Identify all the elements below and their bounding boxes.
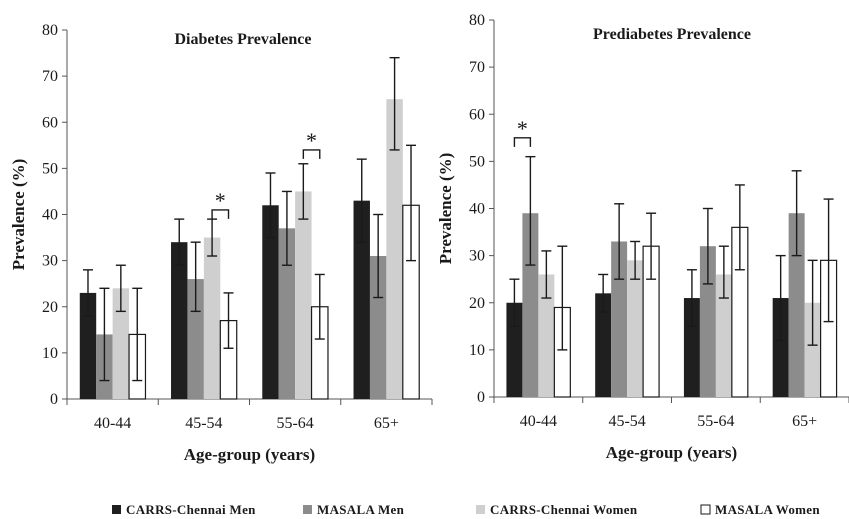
y-tick-label: 60 bbox=[469, 106, 485, 123]
y-tick-label: 0 bbox=[50, 391, 58, 408]
x-tick-label: 45-54 bbox=[185, 415, 222, 432]
y-tick-label: 50 bbox=[42, 160, 58, 177]
significance-bracket bbox=[211, 209, 230, 219]
bar bbox=[187, 279, 204, 399]
y-tick-label: 20 bbox=[42, 299, 58, 316]
y-tick-label: 10 bbox=[42, 345, 58, 362]
x-tick-label: 40-44 bbox=[94, 415, 131, 432]
x-tick-label: 55-64 bbox=[697, 413, 734, 430]
bar bbox=[79, 292, 97, 399]
significance-star: * bbox=[215, 188, 226, 213]
bar bbox=[353, 200, 370, 399]
y-tick-label: 70 bbox=[42, 68, 58, 85]
legend-label: CARRS-Chennai Men bbox=[126, 502, 256, 517]
x-tick-label: 65+ bbox=[792, 413, 817, 430]
bar bbox=[595, 293, 612, 397]
bar bbox=[262, 205, 279, 399]
bar bbox=[538, 274, 555, 397]
bar bbox=[522, 213, 539, 397]
y-axis-label: Prevalence (%) bbox=[436, 153, 455, 265]
y-tick-label: 80 bbox=[42, 22, 58, 39]
y-axis-label: Prevalence (%) bbox=[9, 159, 28, 271]
y-tick-label: 30 bbox=[42, 253, 58, 270]
bar bbox=[171, 242, 188, 399]
x-tick-label: 55-64 bbox=[276, 415, 313, 432]
x-tick-label: 45-54 bbox=[608, 413, 645, 430]
bar bbox=[683, 298, 700, 397]
significance-star: * bbox=[517, 116, 528, 141]
legend-swatch bbox=[112, 505, 121, 514]
legend: CARRS-Chennai Men MASALA Men CARRS-Chennai… bbox=[112, 502, 820, 517]
bar bbox=[804, 302, 821, 397]
legend-swatch bbox=[476, 505, 485, 514]
x-axis-label: Age-group (years) bbox=[184, 445, 315, 464]
y-tick-label: 40 bbox=[469, 201, 485, 218]
legend-swatch bbox=[700, 504, 711, 515]
legend-label: MASALA Men bbox=[317, 502, 405, 517]
bar bbox=[627, 260, 644, 397]
bar bbox=[369, 256, 387, 399]
prediabetes-chart: Prediabetes Prevalence 0 10 20 30 40 50 60 70 80 P… bbox=[436, 12, 849, 462]
legend-swatch bbox=[303, 505, 312, 514]
y-tick-label: 70 bbox=[469, 59, 485, 76]
y-tick-label: 50 bbox=[469, 153, 485, 170]
bar bbox=[112, 288, 130, 399]
bar bbox=[788, 213, 805, 397]
bar bbox=[611, 241, 628, 397]
y-tick-label: 10 bbox=[469, 342, 485, 359]
x-tick-label: 40-44 bbox=[520, 413, 557, 430]
bar bbox=[715, 274, 732, 397]
y-tick-label: 30 bbox=[469, 248, 485, 265]
x-axis-label: Age-group (years) bbox=[606, 443, 737, 462]
bar bbox=[278, 228, 296, 399]
legend-label: CARRS-Chennai Women bbox=[490, 502, 638, 517]
significance-bracket bbox=[302, 149, 321, 159]
bar bbox=[295, 191, 312, 399]
bar bbox=[772, 298, 789, 397]
x-tick-label: 65+ bbox=[374, 415, 399, 432]
y-tick-label: 40 bbox=[42, 207, 58, 224]
y-tick-label: 0 bbox=[477, 389, 485, 406]
significance-bracket bbox=[513, 137, 532, 147]
y-tick-label: 20 bbox=[469, 295, 485, 312]
bar bbox=[203, 237, 221, 399]
chart-title: Diabetes Prevalence bbox=[175, 31, 312, 48]
legend-label: MASALA Women bbox=[715, 502, 820, 517]
diabetes-chart: Diabetes Prevalence 0 10 20 30 40 50 60 70 80 Prev… bbox=[9, 22, 433, 464]
significance-star: * bbox=[306, 128, 317, 153]
y-tick-label: 60 bbox=[42, 114, 58, 131]
bar bbox=[386, 99, 403, 399]
y-tick-label: 80 bbox=[469, 12, 485, 29]
chart-title: Prediabetes Prevalence bbox=[593, 26, 751, 43]
